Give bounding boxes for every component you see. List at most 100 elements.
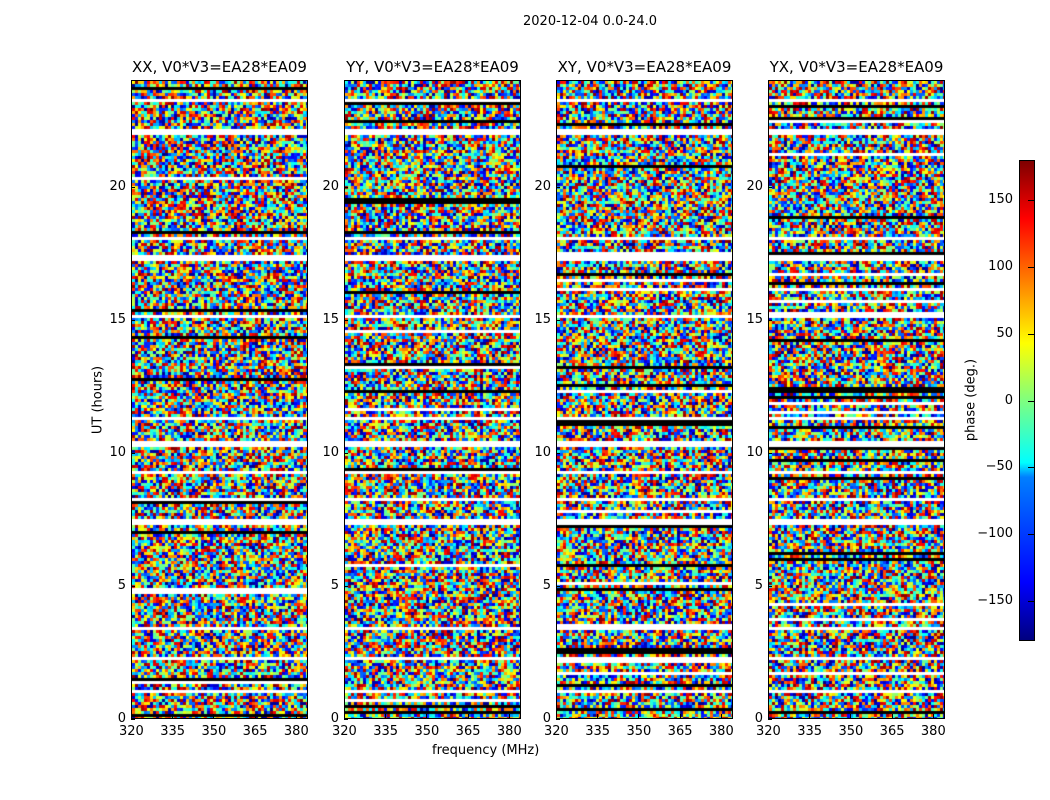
y-tick-mark <box>344 452 348 454</box>
y-tick-label: 10 <box>746 444 763 460</box>
x-tick-label: 335 <box>797 724 823 739</box>
x-tick-label: 320 <box>544 724 569 739</box>
x-tick-mark <box>720 714 722 718</box>
y-tick-label: 20 <box>109 178 126 194</box>
heatmap-panel <box>768 80 945 719</box>
x-tick-mark <box>850 714 852 718</box>
colorbar-tick-mark <box>1028 200 1034 202</box>
y-tick-label: 10 <box>534 444 551 460</box>
colorbar-tick-mark <box>1028 467 1034 469</box>
x-tick-label: 380 <box>708 724 734 739</box>
y-tick-label: 0 <box>542 711 551 726</box>
x-tick-label: 350 <box>201 724 227 739</box>
y-tick-label: 10 <box>109 444 126 460</box>
x-tick-mark <box>597 714 599 718</box>
colorbar-tick-mark <box>1028 400 1034 402</box>
x-tick-mark <box>932 714 934 718</box>
x-tick-mark <box>891 714 893 718</box>
y-tick-label: 15 <box>746 311 763 327</box>
x-tick-mark <box>295 714 297 718</box>
y-axis-label: UT (hours) <box>90 365 106 435</box>
panel-title: XY, V0*V3=EA28*EA09 <box>557 58 732 76</box>
x-tick-label: 350 <box>838 724 864 739</box>
colorbar-tick-mark <box>1028 333 1034 335</box>
x-tick-label: 350 <box>414 724 440 739</box>
x-tick-label: 335 <box>373 724 399 739</box>
y-tick-mark <box>131 719 135 720</box>
panel-title: YY, V0*V3=EA28*EA09 <box>346 58 519 76</box>
x-axis-label: frequency (MHz) <box>432 743 540 758</box>
y-tick-mark <box>131 452 135 454</box>
x-tick-label: 380 <box>283 724 309 739</box>
y-tick-mark <box>556 186 560 188</box>
x-tick-label: 320 <box>119 724 144 739</box>
x-tick-label: 335 <box>585 724 611 739</box>
colorbar-tick-mark <box>1028 600 1034 602</box>
x-tick-mark <box>679 714 681 718</box>
y-tick-mark <box>131 186 135 188</box>
colorbar-tick-label: 150 <box>988 192 1013 208</box>
y-tick-mark <box>556 719 560 720</box>
colorbar-tick-label: −150 <box>977 592 1013 608</box>
y-tick-mark <box>131 319 135 321</box>
x-tick-label: 365 <box>242 724 268 739</box>
y-tick-label: 0 <box>754 711 763 726</box>
x-tick-mark <box>213 714 215 718</box>
colorbar-tick-mark <box>1028 266 1034 268</box>
x-tick-label: 320 <box>332 724 357 739</box>
y-tick-mark <box>768 452 772 454</box>
x-tick-mark <box>385 714 387 718</box>
x-tick-mark <box>254 714 256 718</box>
colorbar-tick-mark <box>1028 534 1034 536</box>
x-tick-mark <box>426 714 428 718</box>
y-tick-label: 15 <box>534 311 551 327</box>
colorbar-label: phase (deg.) <box>963 358 979 442</box>
x-tick-mark <box>467 714 469 718</box>
x-tick-mark <box>172 714 174 718</box>
colorbar-tick-label: −50 <box>985 459 1013 475</box>
x-tick-mark <box>638 714 640 718</box>
x-tick-mark <box>344 714 345 718</box>
x-tick-label: 335 <box>160 724 186 739</box>
y-tick-label: 5 <box>754 577 763 593</box>
colorbar-tick-label: 100 <box>988 258 1013 274</box>
y-tick-label: 20 <box>746 178 763 194</box>
y-tick-mark <box>344 186 348 188</box>
x-tick-label: 380 <box>920 724 946 739</box>
y-tick-mark <box>768 719 772 720</box>
x-tick-mark <box>508 714 510 718</box>
y-tick-mark <box>556 319 560 321</box>
panel-title: XX, V0*V3=EA28*EA09 <box>132 58 307 76</box>
colorbar-tick-label: −100 <box>977 526 1013 542</box>
colorbar-tick-label: 0 <box>1004 392 1013 408</box>
y-tick-label: 15 <box>322 311 339 327</box>
y-tick-label: 20 <box>322 178 339 194</box>
x-tick-mark <box>768 714 769 718</box>
figure-title: 2020-12-04 0.0-24.0 <box>523 14 657 29</box>
x-tick-label: 365 <box>455 724 481 739</box>
x-tick-label: 380 <box>496 724 522 739</box>
y-tick-label: 0 <box>117 711 126 726</box>
y-tick-mark <box>556 585 560 587</box>
y-tick-label: 15 <box>109 311 126 327</box>
panel-title: YX, V0*V3=EA28*EA09 <box>769 58 944 76</box>
x-tick-mark <box>809 714 811 718</box>
y-tick-mark <box>768 319 772 321</box>
heatmap-image <box>557 81 732 718</box>
heatmap-image <box>345 81 520 718</box>
heatmap-image <box>132 81 307 718</box>
y-tick-mark <box>768 186 772 188</box>
y-tick-mark <box>131 585 135 587</box>
y-tick-label: 20 <box>534 178 551 194</box>
x-tick-label: 365 <box>879 724 905 739</box>
y-tick-label: 5 <box>117 577 126 593</box>
y-tick-mark <box>344 319 348 321</box>
colorbar <box>1019 160 1035 641</box>
y-tick-label: 10 <box>322 444 339 460</box>
y-tick-mark <box>344 585 348 587</box>
x-tick-mark <box>556 714 557 718</box>
y-tick-label: 0 <box>330 711 339 726</box>
heatmap-panel <box>131 80 308 719</box>
heatmap-image <box>769 81 944 718</box>
